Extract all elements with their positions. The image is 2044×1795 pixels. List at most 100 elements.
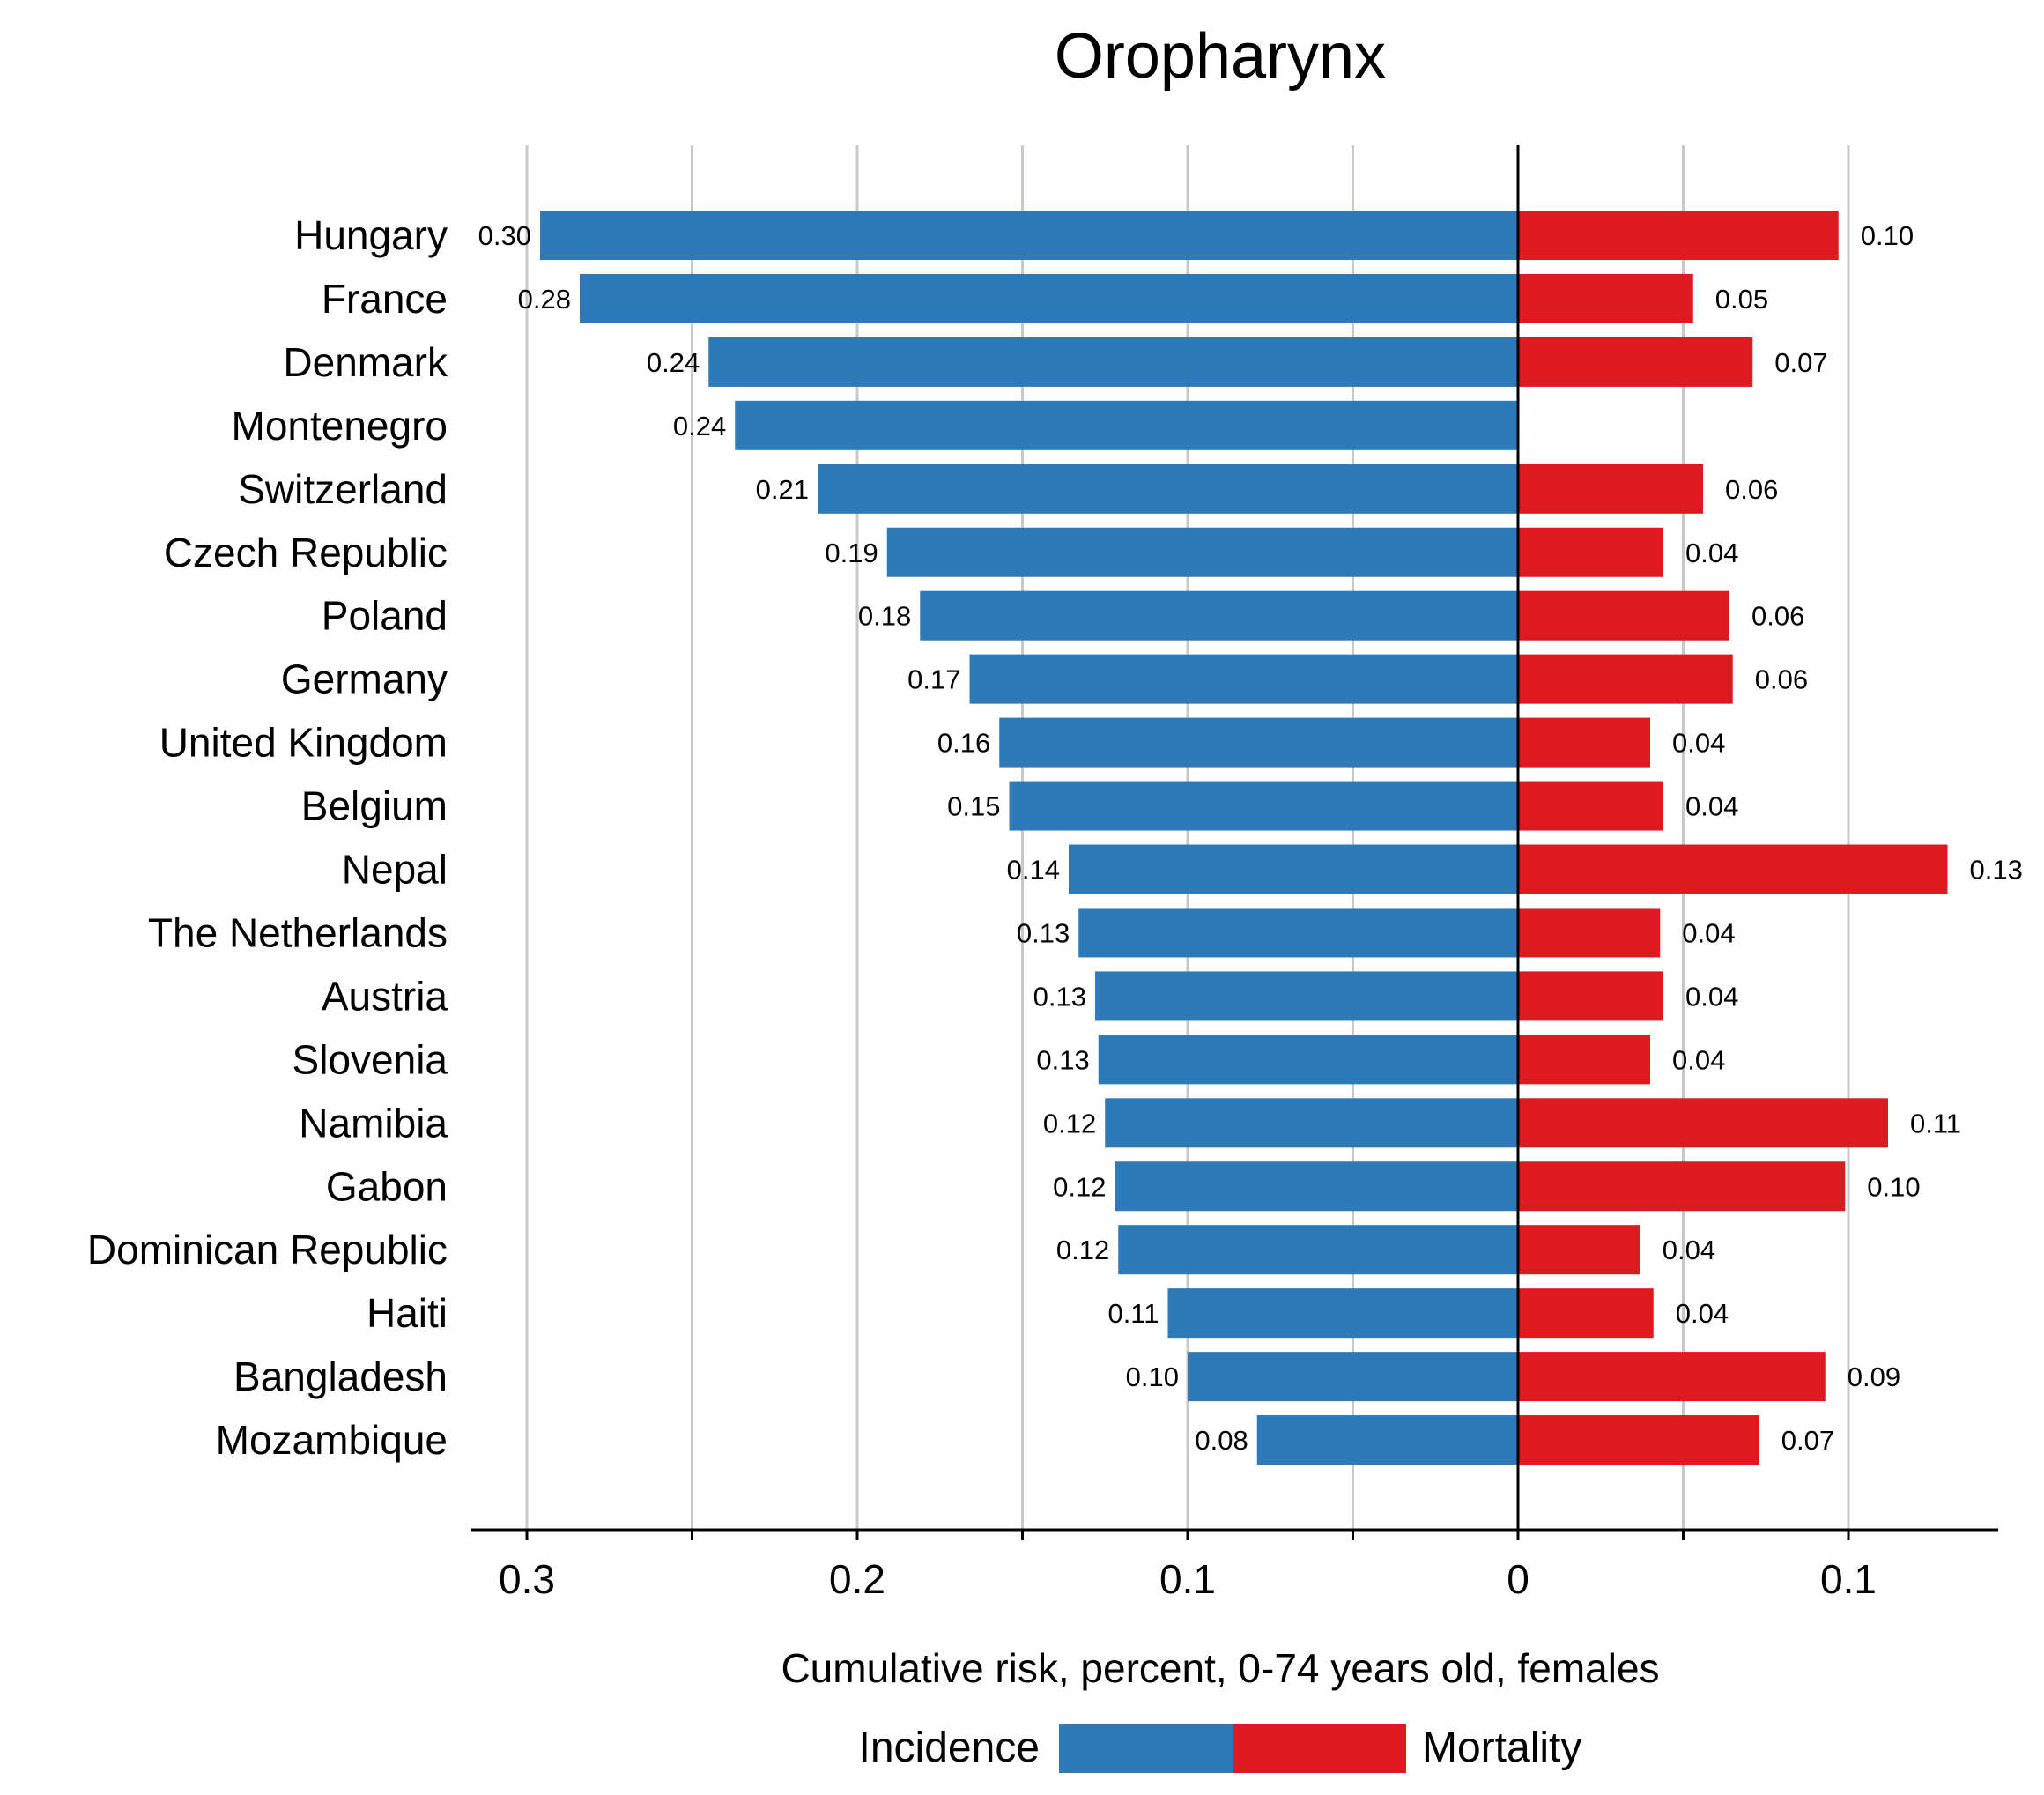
- mortality-bar: [1518, 211, 1839, 260]
- mortality-value-label: 0.06: [1725, 474, 1778, 505]
- category-label: Austria: [322, 973, 448, 1019]
- mortality-value-label: 0.06: [1751, 601, 1804, 632]
- mortality-value-label: 0.10: [1861, 220, 1914, 251]
- mortality-value-label: 0.09: [1848, 1361, 1900, 1392]
- mortality-bar: [1518, 527, 1663, 577]
- category-label: Mozambique: [216, 1417, 448, 1463]
- mortality-bar: [1518, 464, 1703, 514]
- mortality-bar: [1518, 337, 1753, 387]
- category-label: Dominican Republic: [87, 1227, 448, 1272]
- incidence-value-label: 0.12: [1053, 1171, 1106, 1202]
- mortality-value-label: 0.07: [1774, 347, 1827, 378]
- legend-swatch-incidence: [1059, 1724, 1233, 1773]
- value-labels: 0.30 0.10 0.28 0.05 0.24 0.07 0.24 0.21 0.06 0.19…: [478, 220, 2023, 1456]
- incidence-bar: [1115, 1161, 1518, 1212]
- x-tick-label: 0.1: [1820, 1556, 1877, 1602]
- incidence-value-label: 0.18: [858, 601, 911, 632]
- mortality-value-label: 0.06: [1755, 664, 1808, 695]
- incidence-bar: [1078, 908, 1518, 958]
- incidence-bar: [1118, 1225, 1518, 1275]
- mortality-value-label: 0.11: [1910, 1108, 1961, 1139]
- mortality-bar: [1518, 1352, 1826, 1402]
- incidence-value-label: 0.13: [1036, 1044, 1089, 1075]
- incidence-bar: [1188, 1352, 1518, 1402]
- category-label: The Netherlands: [148, 909, 448, 955]
- chart-title: Oropharynx: [1055, 21, 1386, 92]
- category-label: United Kingdom: [159, 720, 448, 766]
- incidence-value-label: 0.13: [1033, 981, 1086, 1012]
- incidence-bar: [1167, 1288, 1518, 1339]
- mortality-value-label: 0.10: [1867, 1171, 1920, 1202]
- incidence-bar: [735, 400, 1518, 450]
- category-label: Czech Republic: [164, 530, 448, 575]
- mortality-bar: [1518, 1288, 1654, 1339]
- incidence-value-label: 0.14: [1007, 855, 1060, 886]
- category-label: Bangladesh: [233, 1354, 448, 1399]
- mortality-bar: [1518, 1415, 1759, 1465]
- legend-swatch-mortality: [1233, 1724, 1406, 1773]
- legend-label-incidence: Incidence: [859, 1725, 1040, 1771]
- incidence-value-label: 0.12: [1043, 1108, 1096, 1139]
- mortality-bar: [1518, 1161, 1846, 1212]
- x-tick-label: 0.3: [499, 1556, 555, 1602]
- x-tick-label: 0.1: [1159, 1556, 1216, 1602]
- incidence-value-label: 0.28: [518, 284, 571, 315]
- category-label: Belgium: [301, 783, 448, 829]
- incidence-value-label: 0.11: [1107, 1298, 1159, 1329]
- incidence-value-label: 0.13: [1017, 917, 1070, 948]
- mortality-bar: [1518, 1098, 1888, 1148]
- mortality-bar: [1518, 1225, 1640, 1275]
- mortality-value-label: 0.04: [1672, 728, 1725, 759]
- mortality-bar: [1518, 844, 1948, 894]
- x-tick-label: 0.2: [829, 1556, 885, 1602]
- incidence-bar: [886, 527, 1518, 577]
- category-label: France: [322, 276, 448, 322]
- mortality-bar: [1518, 590, 1729, 641]
- x-tick-label: 0: [1507, 1556, 1529, 1602]
- incidence-value-label: 0.24: [647, 347, 700, 378]
- mortality-bar: [1518, 781, 1663, 831]
- incidence-bar: [1095, 971, 1518, 1021]
- mortality-value-label: 0.04: [1663, 1235, 1715, 1265]
- mortality-value-label: 0.04: [1676, 1298, 1729, 1329]
- incidence-value-label: 0.12: [1056, 1235, 1109, 1265]
- category-label: Slovenia: [293, 1036, 448, 1082]
- mortality-value-label: 0.04: [1685, 538, 1738, 568]
- category-label: Switzerland: [238, 466, 448, 512]
- mortality-bar: [1518, 654, 1733, 704]
- legend: Incidence Mortality: [859, 1724, 1581, 1773]
- category-label: Namibia: [299, 1100, 448, 1146]
- incidence-value-label: 0.08: [1195, 1425, 1248, 1456]
- mortality-bar: [1518, 717, 1650, 768]
- mortality-bar: [1518, 273, 1693, 323]
- incidence-value-label: 0.21: [756, 474, 809, 505]
- x-axis-label: Cumulative risk, percent, 0-74 years old…: [781, 1645, 1659, 1691]
- incidence-bar: [818, 464, 1518, 514]
- category-label: Poland: [322, 593, 448, 639]
- incidence-bar: [708, 337, 1518, 387]
- incidence-bar: [1105, 1098, 1518, 1148]
- mortality-bar: [1518, 971, 1663, 1021]
- incidence-value-label: 0.17: [907, 664, 960, 695]
- incidence-value-label: 0.19: [825, 538, 878, 568]
- category-label: Haiti: [367, 1290, 448, 1336]
- incidence-bar: [580, 273, 1518, 323]
- incidence-bar: [1069, 844, 1518, 894]
- category-label: Germany: [281, 656, 448, 702]
- mortality-value-label: 0.04: [1685, 791, 1738, 822]
- category-label: Nepal: [342, 847, 448, 893]
- mortality-bar: [1518, 1035, 1650, 1085]
- mortality-value-label: 0.07: [1781, 1425, 1834, 1456]
- incidence-value-label: 0.16: [937, 728, 990, 759]
- mortality-value-label: 0.04: [1685, 981, 1738, 1012]
- incidence-value-label: 0.15: [947, 791, 1000, 822]
- incidence-bar: [969, 654, 1518, 704]
- mortality-value-label: 0.13: [1970, 855, 2023, 886]
- incidence-value-label: 0.10: [1126, 1361, 1179, 1392]
- incidence-bar: [999, 717, 1518, 768]
- incidence-bar: [920, 590, 1518, 641]
- x-axis: 0.3 0.2 0.1 0 0.1: [471, 145, 1998, 1602]
- mortality-value-label: 0.04: [1682, 917, 1735, 948]
- category-label: Hungary: [294, 212, 448, 258]
